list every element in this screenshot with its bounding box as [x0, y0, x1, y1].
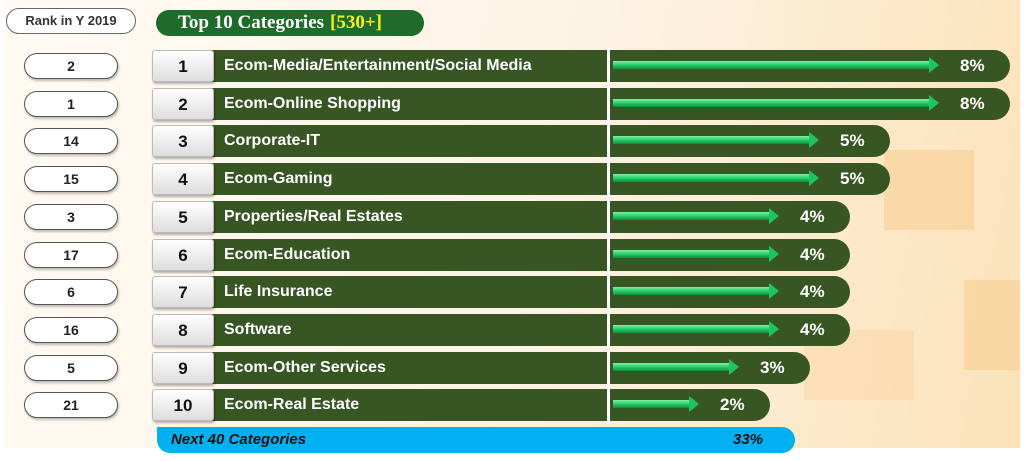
rank-2019-pill: 17 — [24, 241, 118, 268]
divider — [607, 349, 610, 386]
rank-2019-pill: 6 — [24, 279, 118, 306]
rank-box: 8 — [152, 313, 214, 346]
chart-title: Top 10 Categories [530+] — [156, 10, 424, 36]
rank-box: 4 — [152, 163, 214, 196]
category-label: Properties/Real Estates — [224, 207, 403, 225]
rank-box: 10 — [152, 389, 214, 422]
divider — [607, 274, 610, 311]
value-arrow — [613, 245, 779, 262]
value-arrow — [613, 132, 819, 149]
value-label: 4% — [800, 319, 825, 339]
title-text: Top 10 Categories — [178, 12, 325, 33]
value-label: 4% — [800, 244, 825, 264]
value-arrow — [613, 320, 779, 337]
value-label: 4% — [800, 206, 825, 226]
value-arrow — [613, 57, 939, 73]
divider — [607, 198, 610, 235]
divider — [607, 161, 610, 198]
value-arrow — [613, 283, 779, 300]
rank-2019-pill: 14 — [24, 128, 118, 155]
rank-header: Rank in Y 2019 — [6, 8, 136, 34]
rank-box: 1 — [152, 50, 214, 82]
value-arrow — [613, 94, 939, 111]
value-label: 2% — [720, 395, 745, 415]
rank-2019-pill: 1 — [24, 90, 118, 117]
category-label: Ecom-Real Estate — [224, 396, 360, 414]
value-label: 3% — [760, 357, 785, 377]
rank-box: 3 — [152, 125, 214, 158]
rank-box: 5 — [152, 200, 214, 233]
value-label: 8% — [960, 56, 985, 75]
divider — [607, 387, 610, 424]
value-label: 5% — [840, 131, 865, 151]
value-label: 4% — [800, 282, 825, 302]
rank-2019-pill: 21 — [24, 392, 118, 419]
value-label: 5% — [840, 169, 865, 189]
category-label: Ecom-Online Shopping — [224, 94, 401, 112]
value-arrow — [613, 396, 699, 413]
value-label: 8% — [960, 93, 985, 113]
category-label: Ecom-Media/Entertainment/Social Media — [224, 57, 532, 74]
rank-2019-pill: 15 — [24, 166, 118, 193]
rank-box: 7 — [152, 276, 214, 309]
category-label: Software — [224, 320, 292, 338]
value-arrow — [613, 358, 739, 375]
rank-2019-pill: 2 — [24, 53, 118, 79]
rank-2019-pill: 16 — [24, 316, 118, 343]
rank-2019-pill: 3 — [24, 203, 118, 230]
category-bar: Ecom-Gaming — [210, 163, 890, 196]
value-arrow — [613, 207, 779, 224]
category-label: Ecom-Other Services — [224, 358, 386, 376]
category-label: Ecom-Education — [224, 245, 351, 263]
divider — [607, 236, 610, 273]
divider — [607, 48, 610, 84]
others-value: 33% — [733, 431, 764, 448]
title-highlight: [530+] — [330, 12, 383, 33]
divider — [607, 85, 610, 122]
rank-box: 9 — [152, 351, 214, 384]
category-label: Life Insurance — [224, 283, 333, 301]
divider — [607, 123, 610, 160]
divider — [607, 311, 610, 348]
rank-box: 2 — [152, 87, 214, 120]
category-label: Ecom-Gaming — [224, 170, 333, 188]
value-arrow — [613, 170, 819, 187]
others-label: Next 40 Categories — [171, 431, 307, 448]
others-bar: Next 40 Categories 33% — [157, 427, 795, 453]
category-bar: Ecom-Media/Entertainment/Social Media — [210, 50, 1010, 82]
rank-box: 6 — [152, 238, 214, 271]
rank-2019-pill: 5 — [24, 354, 118, 381]
category-label: Corporate-IT — [224, 132, 320, 150]
